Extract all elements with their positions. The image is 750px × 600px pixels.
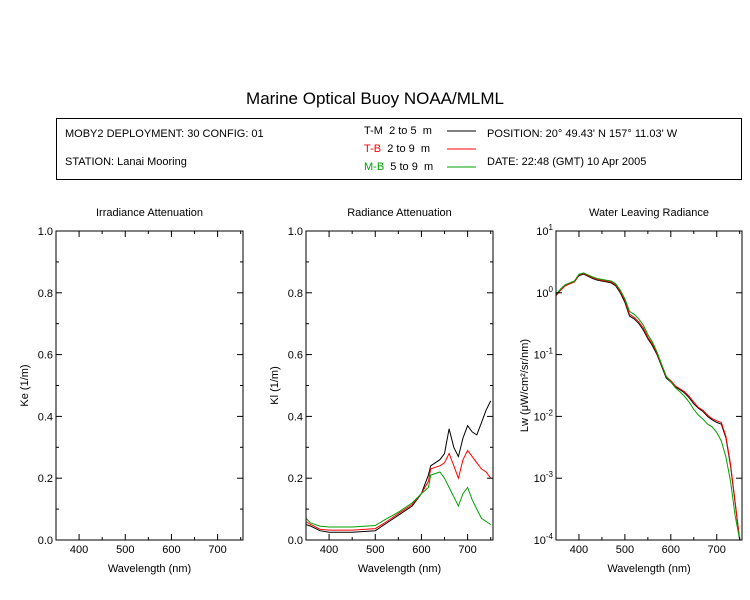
y-tick-label: 0.8 [38, 288, 53, 300]
series-group [556, 272, 741, 540]
y-tick-label: 0.6 [288, 350, 303, 362]
series-line-m-b [556, 272, 741, 540]
y-tick-label: 0.4 [38, 411, 53, 423]
legend-unit: m [422, 125, 432, 137]
legend-row-tb: T-B 2 to 9 m [364, 143, 430, 155]
y-tick-label: 0.2 [288, 473, 303, 485]
x-tick-label: 500 [616, 544, 634, 556]
y-tick-label: 10-2 [534, 408, 554, 423]
series-line-t-b [556, 272, 741, 540]
plot-frame [305, 230, 494, 541]
legend-range: 5 to 9 [390, 161, 418, 173]
series-group [306, 400, 492, 533]
legend-range: 2 to 5 [389, 125, 417, 137]
x-tick-label: 700 [208, 544, 226, 556]
series-line-t-m [306, 400, 492, 533]
position-text: POSITION: 20° 49.43' N 157° 11.03' W [487, 128, 678, 140]
chart-title: Radiance Attenuation [347, 207, 452, 219]
series-line-m-b [306, 471, 491, 528]
y-tick-label: 1.0 [288, 226, 303, 238]
legend-range: 2 to 9 [387, 143, 415, 155]
page-title: Marine Optical Buoy NOAA/MLML [246, 89, 504, 108]
x-tick-label: 600 [662, 544, 680, 556]
x-axis-label: Wavelength (nm) [108, 563, 191, 575]
y-axis-label: Ke (1/m) [19, 364, 31, 406]
legend-code: M-B [364, 161, 385, 173]
chart-title: Water Leaving Radiance [589, 207, 709, 219]
x-tick-label: 400 [320, 544, 338, 556]
x-tick-label: 600 [412, 544, 430, 556]
x-tick-label: 700 [708, 544, 726, 556]
y-axis-label: Lw (μW/cm²/sr/nm) [519, 339, 531, 432]
radiance-attenuation-chart: Radiance Attenuation 400 500 600 700 Waveleng… [269, 207, 494, 575]
series-line-t-m [556, 273, 741, 540]
x-axis-label: Wavelength (nm) [358, 563, 441, 575]
y-tick-label: 10-1 [534, 347, 554, 362]
y-tick-label: 0.0 [38, 535, 53, 547]
y-axis-label: Kl (1/m) [269, 366, 281, 405]
y-tick-label: 10-3 [534, 470, 554, 485]
y-tick-label: 100 [536, 285, 553, 300]
plot-frame [555, 230, 743, 541]
water-leaving-radiance-chart: Water Leaving Radiance 400 500 600 700 Wavele… [519, 207, 743, 575]
y-tick-label: 0.4 [288, 411, 303, 423]
irradiance-attenuation-chart: Irradiance Attenuation 400 500 600 700 Wavele… [19, 207, 244, 575]
y-tick-label: 1.0 [38, 226, 53, 238]
x-tick-label: 400 [570, 544, 588, 556]
series-line-t-b [306, 449, 492, 531]
y-tick-label: 0.0 [288, 535, 303, 547]
legend-code: T-M [364, 125, 383, 137]
station-text: STATION: Lanai Mooring [65, 156, 187, 168]
x-tick-label: 500 [116, 544, 134, 556]
y-tick-label: 101 [536, 223, 553, 238]
legend-unit: m [420, 143, 431, 155]
legend-code: T-B [364, 143, 382, 155]
deployment-text: MOBY2 DEPLOYMENT: 30 CONFIG: 01 [65, 128, 264, 140]
x-tick-label: 600 [162, 544, 180, 556]
y-tick-label: 0.2 [38, 473, 53, 485]
date-text: DATE: 22:48 (GMT) 10 Apr 2005 [487, 156, 647, 168]
legend-unit: m [423, 161, 434, 173]
chart-title: Irradiance Attenuation [96, 207, 203, 219]
y-tick-label: 0.8 [288, 288, 303, 300]
plot-frame [55, 230, 244, 541]
y-tick-label: 0.6 [38, 350, 53, 362]
legend-row-mb: M-B 5 to 9 m [364, 161, 433, 173]
legend-row-tm: T-M 2 to 5 m [364, 125, 432, 137]
x-tick-label: 700 [458, 544, 476, 556]
info-box: MOBY2 DEPLOYMENT: 30 CONFIG: 01 STATION:… [56, 118, 742, 180]
x-tick-label: 500 [366, 544, 384, 556]
y-tick-label: 10-4 [534, 532, 554, 547]
x-axis-label: Wavelength (nm) [607, 563, 690, 575]
x-tick-label: 400 [70, 544, 88, 556]
